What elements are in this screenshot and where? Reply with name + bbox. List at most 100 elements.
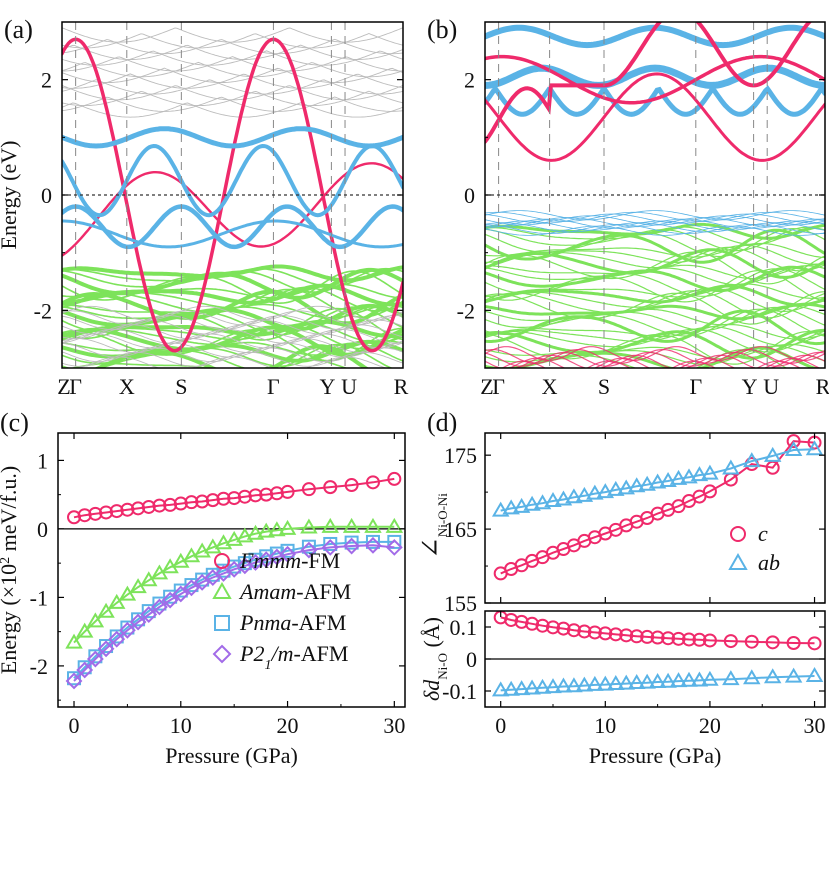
data-point-triangle: [680, 671, 698, 687]
axes-frame: [484, 432, 826, 604]
panel-label: (d): [427, 408, 457, 437]
kpath-label: U: [763, 374, 779, 399]
y-axis-label: ∠Ni-O-Ni: [416, 493, 450, 559]
data-point-triangle: [554, 677, 573, 693]
panel-label: (b): [427, 15, 457, 44]
data-point-square: [214, 615, 230, 631]
gray-band-top-2: [62, 38, 403, 55]
data-point-triangle: [743, 669, 761, 685]
ytick-label: 2: [41, 68, 52, 93]
data-point-circle: [269, 486, 284, 501]
axes-frame: [57, 432, 406, 708]
data-point-triangle: [763, 446, 782, 462]
data-point-triangle: [575, 486, 594, 502]
data-point-triangle: [596, 483, 615, 499]
ytick-label: 0: [466, 647, 477, 672]
data-point-circle: [184, 495, 199, 510]
data-point-square: [120, 620, 135, 635]
xtick-label: 30: [383, 713, 405, 738]
ytick-label: 0: [37, 517, 48, 542]
data-point-square: [109, 629, 124, 644]
blue-thin-band-6: [485, 220, 825, 231]
data-point-circle: [88, 506, 103, 521]
kpath-label: S: [175, 374, 187, 399]
gray-band-bottom-5: [62, 328, 403, 344]
data-point-diamond: [172, 585, 190, 603]
data-point-circle: [598, 626, 613, 641]
pink-low-band-4: [508, 357, 821, 368]
data-point-square: [248, 552, 263, 567]
blue-band-4: [62, 219, 403, 249]
ytick-label: 1: [37, 448, 48, 473]
blue-band-1: [62, 126, 403, 149]
data-point-circle: [301, 482, 316, 497]
data-point-circle: [661, 631, 676, 646]
data-point-diamond: [343, 537, 361, 555]
data-point-triangle: [586, 675, 604, 691]
panel-label: (a): [4, 15, 33, 44]
legend-label: c: [758, 521, 768, 546]
data-point-triangle: [107, 593, 126, 609]
data-point-square: [344, 535, 359, 550]
data-point-triangle: [204, 538, 222, 554]
gray-band-top-1: [62, 33, 403, 49]
kpath-label: Z: [57, 374, 70, 399]
data-point-circle: [120, 502, 135, 517]
data-point-circle: [723, 634, 738, 649]
gray-band-top-9: [62, 79, 403, 95]
data-point-square: [99, 639, 114, 654]
data-point-triangle: [512, 680, 531, 696]
kpath-label: R: [394, 374, 409, 399]
data-point-triangle: [236, 527, 254, 543]
data-point-circle: [216, 491, 231, 506]
data-point-triangle: [544, 678, 562, 694]
data-point-triangle: [680, 468, 698, 484]
data-point-triangle: [225, 530, 243, 546]
data-point-circle: [608, 627, 623, 642]
kpath-label: Γ: [69, 374, 82, 399]
data-point-triangle: [805, 440, 824, 456]
data-point-square: [88, 649, 103, 664]
data-point-circle: [214, 553, 230, 569]
data-point-circle: [619, 628, 634, 643]
xtick-label: 10: [594, 713, 616, 738]
bands-plot-area: [485, 22, 825, 368]
data-point-circle: [744, 634, 759, 649]
data-point-triangle: [805, 666, 824, 682]
gray-band-bottom-6: [62, 333, 403, 349]
blue-band-2: [62, 143, 403, 218]
x-axis-label: Pressure (GPa): [165, 743, 298, 768]
data-point-circle: [237, 489, 252, 504]
data-point-square: [77, 660, 92, 675]
green-band-2: [485, 226, 825, 252]
data-point-circle: [205, 493, 220, 508]
kpath-label: Y: [319, 374, 335, 399]
data-point-circle: [535, 618, 550, 633]
data-point-triangle: [533, 494, 552, 510]
y-axis-label: Energy (×102 meV/f.u.): [0, 466, 21, 674]
data-point-square: [67, 671, 82, 686]
data-point-triangle: [544, 492, 562, 507]
data-point-triangle: [627, 477, 646, 493]
data-point-triangle: [669, 469, 688, 485]
data-point-triangle: [638, 673, 656, 689]
pink-low-band-1: [485, 349, 825, 364]
kpath-label: X: [542, 374, 558, 399]
pink-band-3: [485, 54, 825, 105]
data-point-triangle: [701, 670, 719, 686]
green-band-33: [519, 349, 788, 368]
data-point-triangle: [502, 680, 520, 696]
data-point-circle: [525, 616, 540, 631]
data-point-square: [387, 534, 402, 549]
data-point-circle: [702, 633, 717, 648]
gray-band-bottom-4: [62, 324, 403, 340]
data-point-circle: [99, 505, 114, 520]
kpath-label: Y: [742, 374, 758, 399]
blue-band-3: [62, 204, 403, 250]
ytick-label: 155: [444, 591, 477, 616]
data-point-diamond: [86, 650, 104, 668]
data-point-triangle: [575, 676, 594, 692]
